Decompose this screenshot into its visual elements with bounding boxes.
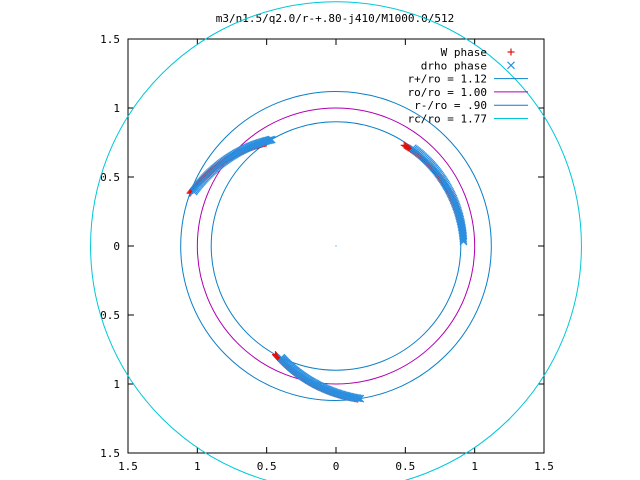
drho-phase-point: [455, 214, 464, 223]
x-tick-label: 0: [333, 460, 340, 473]
chart-title: m3/n1.5/q2.0/r-+.80-j410/M1000.0/512: [216, 12, 454, 25]
circle-line-2: [210, 121, 462, 371]
y-tick-label: 0: [113, 240, 120, 253]
circle-line-1: [196, 107, 476, 385]
drho-phase-point: [356, 394, 365, 403]
x-tick-label: 1.5: [534, 460, 554, 473]
drho-phase-point: [457, 218, 465, 227]
drho-phase-point: [266, 135, 275, 144]
drho-phase-point: [354, 394, 363, 403]
drho-phase-point: [267, 135, 276, 144]
legend-label: ro/ro = 1.00: [408, 86, 487, 99]
circle-line-3: [90, 1, 582, 480]
y-tick-label: 1: [113, 378, 120, 391]
legend-label: W phase: [441, 46, 487, 59]
legend-marker-sample: [507, 61, 515, 70]
y-tick-label: 1.5: [100, 33, 120, 46]
drho-phase-point: [353, 394, 362, 403]
y-tick-label: 1.5: [100, 447, 120, 460]
y-tick-label: 0.5: [100, 171, 120, 184]
x-tick-label: 0.5: [395, 460, 415, 473]
x-tick-label: 1.5: [118, 460, 138, 473]
circle-lines: [90, 1, 582, 480]
x-tick-label: 1: [194, 460, 201, 473]
y-tick-label: 0.5: [100, 309, 120, 322]
drho-phase-point: [265, 136, 274, 145]
legend-marker-sample: [507, 48, 515, 56]
drho-phase-point: [456, 215, 465, 224]
y-tick-label: 1: [113, 102, 120, 115]
legend-label: r+/ro = 1.12: [408, 73, 487, 86]
axis-ticks: 1.5 1 0.5 0 0.5 1 1.51.510.500.511.5: [100, 33, 554, 473]
drho-phase-point: [459, 236, 468, 244]
legend-label: r-/ro = .90: [414, 99, 487, 112]
x-tick-label: 1: [471, 460, 478, 473]
legend-label: drho phase: [421, 59, 487, 72]
data-points: [186, 135, 468, 403]
x-tick-label: 0.5: [257, 460, 277, 473]
drho-phase-point: [456, 217, 465, 226]
center-marker: [335, 245, 337, 247]
drho-phase-point: [459, 234, 468, 243]
circle-line-0: [180, 90, 492, 402]
legend-label: rc/ro = 1.77: [408, 113, 487, 126]
drho-phase-point: [459, 237, 468, 246]
